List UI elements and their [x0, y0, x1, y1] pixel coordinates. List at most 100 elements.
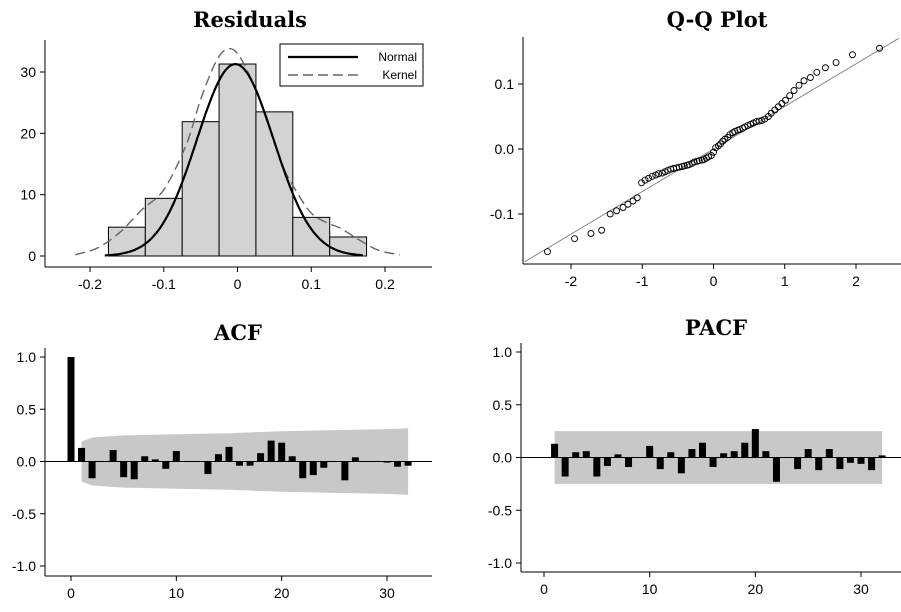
- legend-kernel-label: Kernel: [382, 68, 417, 82]
- pacf-x-tick-label: 30: [853, 581, 869, 597]
- qq-point: [606, 210, 614, 218]
- acf-bar: [214, 454, 222, 462]
- histogram-bar: [255, 111, 294, 257]
- residuals-x-tick-label: 0.1: [302, 276, 322, 292]
- acf-bar: [320, 461, 328, 468]
- qq-point: [655, 170, 663, 178]
- acf-title: ACF: [213, 320, 262, 345]
- pacf-bar: [625, 457, 633, 467]
- residuals-y-tick-label: 20: [20, 125, 36, 141]
- qq-point: [641, 176, 649, 184]
- pacf-y-tick-label: 0.0: [493, 450, 513, 466]
- qq-y-tick-label: -0.1: [490, 206, 514, 222]
- qq-point: [876, 44, 883, 52]
- acf-bar: [99, 461, 107, 462]
- pacf-bar: [868, 457, 876, 471]
- qq-x-tick-label: 0: [710, 273, 718, 289]
- qq-point: [848, 51, 856, 59]
- acf-bar: [309, 461, 317, 476]
- acf-y-tick-label: 1.0: [17, 349, 37, 365]
- acf-y-tick-label: -0.5: [12, 506, 36, 522]
- qq-y-tick-label: 0.1: [495, 76, 515, 92]
- pacf-bar: [614, 454, 622, 458]
- qq-points: [544, 44, 883, 256]
- acf-bar: [288, 456, 296, 462]
- acf-bar: [341, 461, 349, 481]
- pacf-bar: [720, 453, 728, 458]
- acf-bar: [204, 461, 212, 475]
- pacf-bar: [551, 443, 559, 458]
- pacf-y-tick-label: -0.5: [488, 502, 512, 518]
- acf-bar: [225, 446, 233, 462]
- histogram-bar: [181, 121, 220, 257]
- qq-point: [782, 96, 789, 104]
- acf-y-tick-label: -1.0: [12, 558, 36, 574]
- normal-density-line: [104, 62, 363, 257]
- acf-bar: [88, 461, 96, 479]
- residuals-x-tick-label: 0: [234, 276, 242, 292]
- residuals-x-tick-label: 0.2: [375, 276, 395, 292]
- acf-bar: [141, 456, 149, 462]
- qq-plot-panel: Q-Q Plot -2 -1 0 1 2 -0.1 0.0 0.1: [490, 7, 901, 289]
- pacf-bar: [794, 457, 802, 470]
- qq-point: [613, 207, 621, 215]
- pacf-bar: [857, 457, 865, 464]
- qq-point: [571, 235, 579, 243]
- qq-x-tick-label: 1: [781, 273, 789, 289]
- residuals-y-tick-label: 10: [20, 187, 36, 203]
- pacf-y-tick-label: 0.5: [493, 397, 513, 413]
- kernel-density-line: [75, 47, 400, 256]
- qq-point: [587, 230, 595, 237]
- acf-bar: [172, 451, 180, 462]
- qq-ticks: -2 -1 0 1 2 -0.1 0.0 0.1: [490, 76, 860, 289]
- acf-bar: [109, 450, 117, 462]
- pacf-bar: [603, 457, 611, 466]
- acf-bar: [404, 461, 412, 466]
- qq-point: [675, 163, 683, 171]
- acf-bar: [372, 461, 380, 462]
- pacf-bar: [825, 449, 833, 458]
- qq-point: [645, 174, 653, 182]
- qq-point: [710, 148, 717, 156]
- pacf-y-tick-label: 1.0: [493, 344, 513, 360]
- residuals-panel: Residuals -0.2 -0.1 0 0.1 0.2 0 10 20 30 Normal …: [20, 7, 432, 292]
- pacf-bar: [836, 457, 844, 470]
- qq-point: [786, 92, 794, 100]
- acf-panel: ACF 0 10 20 30 -1.0 -0.5 0.0 0.5 1.0: [12, 320, 432, 601]
- qq-point: [598, 226, 606, 234]
- acf-bar: [183, 461, 191, 462]
- acf-bar: [362, 461, 370, 462]
- qq-plot-title: Q-Q Plot: [667, 7, 768, 32]
- acf-bar: [246, 461, 254, 466]
- pacf-panel: PACF 0 10 20 30 -1.0 -0.5 0.0 0.5 1.0: [488, 315, 901, 597]
- acf-x-tick-label: 30: [379, 585, 395, 601]
- pacf-bar: [646, 445, 654, 458]
- acf-bar: [130, 461, 138, 480]
- qq-point: [795, 81, 803, 89]
- acf-bar: [257, 453, 265, 462]
- qq-point: [813, 68, 821, 76]
- residuals-y-tick-label: 30: [20, 64, 36, 80]
- qq-point: [619, 204, 627, 211]
- acf-bar: [78, 447, 86, 462]
- acf-bar: [383, 461, 391, 463]
- pacf-bar: [635, 457, 643, 458]
- acf-bar: [330, 461, 338, 462]
- pacf-bar: [762, 451, 770, 458]
- qq-x-tick-label: -1: [636, 273, 649, 289]
- pacf-bar: [846, 457, 854, 463]
- histogram-bar: [292, 216, 331, 257]
- acf-bar: [299, 461, 307, 479]
- qq-point: [648, 172, 656, 180]
- qq-point: [680, 162, 688, 170]
- pacf-bar: [667, 452, 675, 458]
- qq-point: [800, 77, 808, 85]
- acf-y-tick-label: 0.0: [17, 454, 37, 470]
- pacf-bars: [551, 429, 886, 482]
- residuals-ticks: -0.2 -0.1 0 0.1 0.2 0 10 20 30: [20, 64, 395, 292]
- acf-bar: [278, 442, 286, 462]
- legend-normal-label: Normal: [378, 50, 417, 64]
- qq-point: [715, 142, 722, 150]
- pacf-bar: [878, 455, 886, 458]
